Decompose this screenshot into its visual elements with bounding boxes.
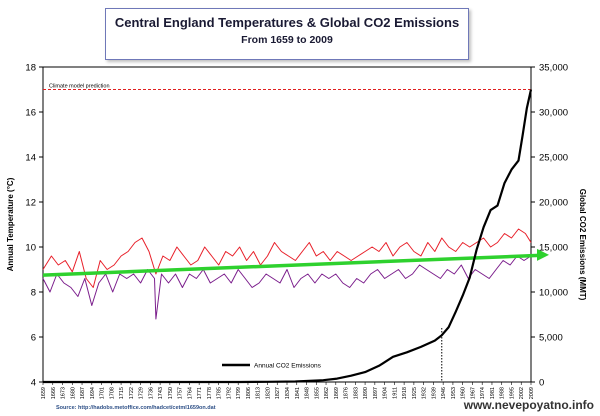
x-axis-tick-label: 1715	[119, 387, 125, 399]
x-axis-tick-label: 1701	[100, 387, 106, 399]
left-axis-tick-label: 10	[25, 243, 36, 254]
x-axis-tick-label: 1757	[178, 387, 184, 399]
plot-layer: 4 6 8 10 12 14 16 18 0 5,000 10,000 15,000 20,000 25,…	[6, 63, 587, 400]
x-axis-tick-label: 1974	[480, 387, 486, 399]
x-axis-tick-label: 1771	[197, 387, 203, 399]
left-axis-title: Annual Temperature (°C)	[6, 177, 15, 271]
x-axis-tick-label: 1848	[305, 387, 311, 399]
x-axis-tick-label: 1967	[470, 387, 476, 399]
x-axis-tick-label: 1939	[431, 387, 437, 399]
x-axis-tick-label: 1666	[51, 387, 57, 399]
x-axis-tick-label: 2009	[529, 387, 535, 399]
right-axis-tick-label: 10,000	[539, 288, 568, 299]
x-axis-tick-label: 1918	[402, 387, 408, 399]
x-axis-tick-label: 1925	[412, 387, 418, 399]
x-axis-tick-label: 1785	[217, 387, 223, 399]
x-axis-tick-label: 1862	[324, 387, 330, 399]
trend-line	[42, 253, 540, 277]
x-axis-tick-label: 1750	[168, 387, 174, 399]
x-axis-tick-label: 1946	[441, 387, 447, 399]
right-axis-tick-label: 25,000	[539, 153, 568, 164]
x-axis-tick-label: 1792	[226, 387, 232, 399]
x-axis-tick-label: 1897	[373, 387, 379, 399]
left-axis-tick-label: 14	[25, 153, 36, 164]
temperature-purple-line	[42, 255, 532, 320]
right-axis-tick-label: 0	[539, 378, 544, 389]
x-axis-tick-label: 1869	[334, 387, 340, 399]
x-axis-tick-label: 1855	[314, 387, 320, 399]
left-axis-tick-label: 6	[31, 333, 36, 344]
right-axis-tick-label: 15,000	[539, 243, 568, 254]
x-axis-tick-label: 1876	[344, 387, 350, 399]
x-axis-tick-label: 1932	[422, 387, 428, 399]
x-axis-tick-label: 1729	[139, 387, 145, 399]
x-axis-tick-label: 1806	[246, 387, 252, 399]
legend-label-co2: Annual CO2 Emissions	[254, 363, 322, 370]
watermark: www.nevероyatno.info	[463, 398, 594, 412]
left-axis-tick-label: 12	[25, 198, 36, 209]
x-axis-tick-label: 1736	[148, 387, 154, 399]
x-axis-tick-label: 1911	[392, 387, 398, 399]
x-axis-tick-label: 1743	[158, 387, 164, 399]
left-axis-tick-label: 4	[31, 378, 36, 389]
x-axis-tick-label: 1708	[109, 387, 115, 399]
chart-title: Central England Temperatures & Global CO…	[114, 15, 460, 30]
right-axis-tick-label: 5,000	[539, 333, 563, 344]
right-axis-title: Global CO2 Emissions (MMT)	[578, 189, 587, 301]
x-axis-tick-label: 1799	[236, 387, 242, 399]
x-axis-tick-label: 1722	[129, 387, 135, 399]
chart-subtitle: From 1659 to 2009	[241, 34, 333, 46]
x-axis-tick-label: 1988	[500, 387, 506, 399]
x-axis-tick-label: 1960	[461, 387, 467, 399]
x-axis-tick-label: 1778	[207, 387, 213, 399]
x-axis-tick-label: 1694	[90, 387, 96, 399]
x-axis-tick-label: 1883	[353, 387, 359, 399]
x-axis-tick-label: 1673	[61, 387, 67, 399]
x-axis-tick-label: 1995	[509, 387, 515, 399]
co2-line	[43, 89, 533, 384]
x-axis-tick-label: 1953	[451, 387, 457, 399]
x-axis-tick-label: 1890	[363, 387, 369, 399]
x-axis-tick-label: 1841	[295, 387, 301, 399]
x-axis-tick-label: 1820	[265, 387, 271, 399]
x-axis-tick-label: 1813	[256, 387, 262, 399]
trend-arrowhead	[537, 248, 549, 261]
x-axis-tick-label: 1904	[383, 387, 389, 399]
prediction-label: Climate model prediction	[49, 84, 110, 90]
x-axis-tick-label: 1687	[80, 387, 86, 399]
temperature-red-line	[42, 228, 532, 288]
plot-frame	[42, 66, 532, 383]
x-axis-tick-label: 2002	[519, 387, 525, 399]
title-box: Central England Temperatures & Global CO…	[105, 8, 469, 60]
source-note: Source: http://hadobs.metoffice.com/hadc…	[56, 405, 216, 411]
right-axis-tick-label: 20,000	[539, 198, 568, 209]
right-axis-tick-label: 35,000	[539, 63, 568, 74]
x-axis-tick-label: 1827	[275, 387, 281, 399]
x-axis-tick-label: 1764	[187, 387, 193, 399]
x-axis-tick-label: 1834	[285, 387, 291, 399]
left-axis-tick-label: 16	[25, 108, 36, 119]
left-axis-tick-label: 18	[25, 63, 36, 74]
x-axis-tick-label: 1659	[41, 387, 47, 399]
x-axis-tick-label: 1680	[70, 387, 76, 399]
left-axis-tick-label: 8	[31, 288, 36, 299]
right-axis-tick-label: 30,000	[539, 108, 568, 119]
x-axis-tick-label: 1981	[490, 387, 496, 399]
